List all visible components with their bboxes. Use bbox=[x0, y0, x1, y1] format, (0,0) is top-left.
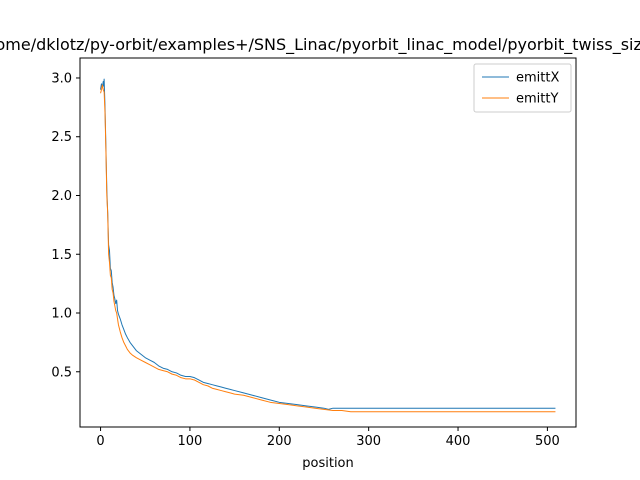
plot-area bbox=[79, 57, 577, 428]
y-tick-label: 2.0 bbox=[51, 189, 72, 204]
x-tick-label: 300 bbox=[356, 434, 381, 449]
y-axis: 0.5 1.0 1.5 2.0 2.5 3.0 bbox=[51, 71, 80, 380]
legend-label-emittX: emittX bbox=[516, 71, 559, 86]
x-axis: 0 100 200 300 400 500 bbox=[96, 427, 560, 449]
y-tick-label: 1.0 bbox=[51, 307, 72, 322]
x-axis-label: position bbox=[302, 456, 354, 471]
legend-label-emittY: emittY bbox=[516, 92, 558, 107]
chart-title: /home/dklotz/py-orbit/examples+/SNS_Lina… bbox=[0, 35, 640, 55]
y-tick-label: 3.0 bbox=[51, 71, 72, 86]
x-tick-label: 100 bbox=[178, 434, 203, 449]
series-line-emittX bbox=[100, 78, 556, 410]
plot-frame bbox=[79, 57, 577, 428]
legend: emittX emittY bbox=[473, 63, 572, 113]
x-tick-label: 500 bbox=[535, 434, 560, 449]
series-line-emittY bbox=[100, 84, 556, 413]
y-tick-label: 2.5 bbox=[51, 130, 72, 145]
y-tick-label: 1.5 bbox=[51, 248, 72, 263]
x-tick-label: 400 bbox=[446, 434, 471, 449]
series-layer bbox=[100, 78, 556, 413]
x-tick-label: 0 bbox=[96, 434, 104, 449]
y-tick-label: 0.5 bbox=[51, 365, 72, 380]
x-tick-label: 200 bbox=[267, 434, 292, 449]
legend-box bbox=[473, 63, 572, 113]
